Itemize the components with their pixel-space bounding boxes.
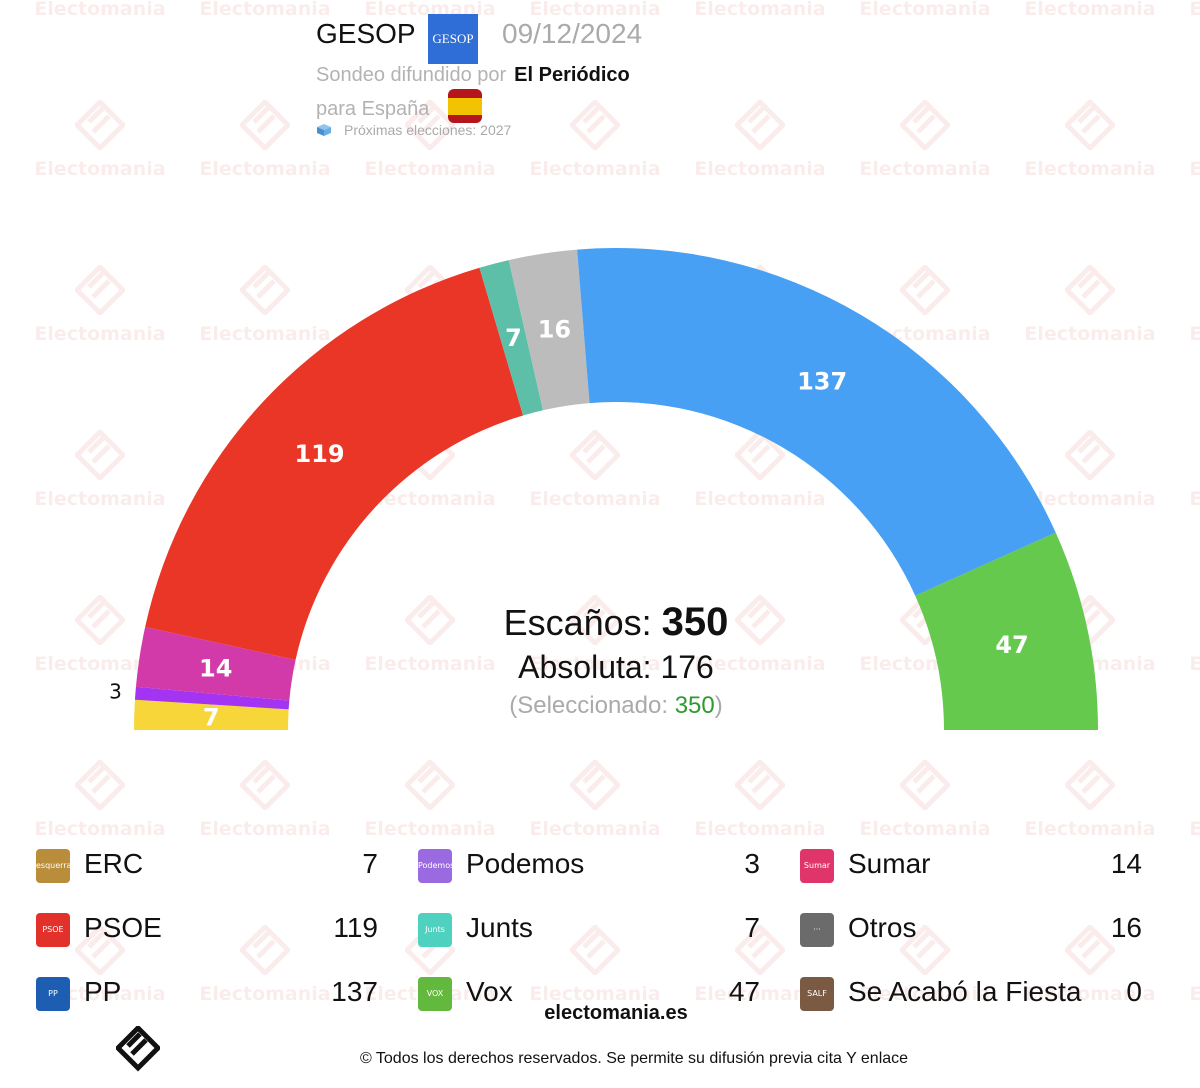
publication-line: Sondeo difundido por El Periódico [316,64,630,87]
seat-segment [577,248,1056,596]
seat-segment [134,686,290,710]
party-seats: 14 [1110,848,1142,879]
party-logo-icon: Sumar [800,849,834,883]
party-logo-icon: Junts [418,913,452,947]
seat-segment-label: 7 [505,324,522,352]
legend-item: Podemos Podemos 3 [418,838,763,883]
region-label: para España [316,98,430,120]
published-prefix: Sondeo difundido por [316,64,507,86]
seats-total: 350 [661,600,729,644]
legend-item: Junts Junts 7 [418,902,763,947]
poll-header: GESOP GESOP 09/12/2024 Sondeo difundido … [316,14,916,144]
party-logo-icon: PP [36,977,70,1011]
party-seats: 0 [1126,976,1142,1007]
party-seats: 7 [744,912,760,943]
party-legend: esquerra ERC 7 PSOE PSOE 119 PP PP 137 Podemos Pod… [36,838,1166,1038]
seat-segment-label: 16 [538,316,571,344]
seat-segment [134,699,289,730]
party-logo-icon: ··· [800,913,834,947]
party-seats: 16 [1110,912,1142,943]
seat-segment-label: 3 [109,680,122,704]
pollster-name: GESOP [316,18,416,49]
party-seats: 47 [728,976,760,1007]
seat-segment [145,267,524,660]
party-seats: 137 [331,976,378,1007]
party-name: Se Acabó la Fiesta [848,976,1082,1007]
party-logo-icon: Podemos [418,849,452,883]
seats-label: Escaños: [503,602,652,643]
footer: electomania.es © Todos los derechos rese… [0,1000,1200,1088]
party-logo-icon: PSOE [36,913,70,947]
party-seats: 7 [362,848,378,879]
selected-suffix: ) [714,692,723,719]
next-elections: Próximas elecciones: 2027 [316,122,511,138]
seat-segment-label: 14 [199,654,232,682]
party-name: Junts [466,912,533,943]
seat-summary: Escaños: 350 Absoluta: 176 (Seleccionado… [416,598,816,725]
footer-copyright: © Todos los derechos reservados. Se perm… [359,1050,909,1067]
seat-segment [915,532,1098,730]
seat-segment [508,249,590,411]
party-logo-icon: VOX [418,977,452,1011]
ballot-box-icon [317,124,331,136]
next-elections-text: Próximas elecciones: 2027 [344,122,512,138]
party-name: PSOE [84,912,162,943]
seat-segment-label: 137 [797,367,847,395]
legend-item: esquerra ERC 7 [36,838,381,883]
legend-item: Sumar Sumar 14 [800,838,1145,883]
party-logo-icon: esquerra [36,849,70,883]
legend-item: PSOE PSOE 119 [36,902,381,947]
pollster-logo: GESOP [428,14,478,64]
publisher-name: El Periódico [514,64,630,86]
party-seats: 119 [333,912,378,943]
seat-segment-label: 119 [294,440,344,468]
seat-segment [135,626,296,701]
legend-item: ··· Otros 16 [800,902,1145,947]
legend-item: PP PP 137 [36,966,381,1011]
seat-segment-label: 47 [995,631,1028,659]
party-seats: 3 [744,848,760,879]
footer-brand: electomania.es [544,1002,688,1024]
party-name: PP [84,976,122,1007]
party-name: Vox [466,976,513,1007]
seat-segment [479,260,544,416]
selected-value: 350 [674,692,715,719]
poll-date: 09/12/2024 [502,18,643,49]
selected-line: (Seleccionado: 350) [416,687,816,725]
legend-item: SALF Se Acabó la Fiesta 0 [800,966,1145,1011]
party-logo-icon: SALF [800,977,834,1011]
party-name: Podemos [466,848,585,879]
party-name: Sumar [848,848,931,879]
legend-item: VOX Vox 47 [418,966,763,1011]
electomania-logo-icon [116,1026,160,1072]
selected-prefix: (Seleccionado: [509,692,669,719]
party-name: ERC [84,848,144,879]
majority-line: Absoluta: 176 [518,649,714,685]
total-seats-line: Escaños: 350 [416,598,816,647]
seat-segment-label: 7 [203,703,220,731]
spain-flag-icon [448,89,482,123]
party-name: Otros [848,912,917,943]
